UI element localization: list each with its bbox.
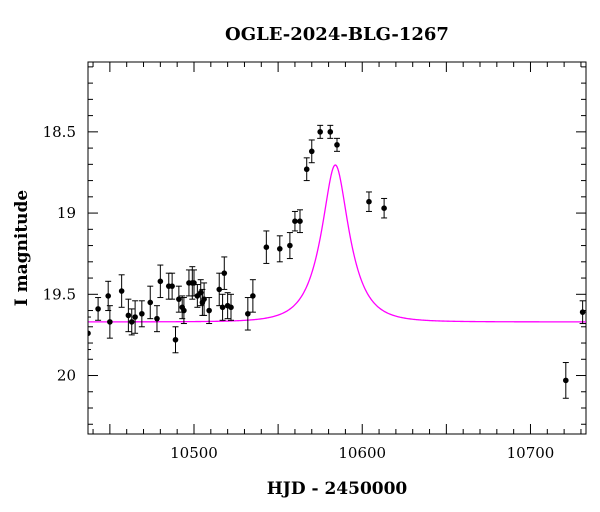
data-point (221, 256, 228, 290)
data-point (172, 326, 179, 354)
x-tick-label: 10500 (170, 444, 218, 462)
marker (303, 166, 310, 173)
data-point (95, 297, 102, 321)
data-point (579, 300, 586, 325)
data-point (327, 124, 334, 139)
marker (176, 296, 182, 302)
marker (228, 304, 234, 311)
data-point (219, 293, 226, 321)
marker (579, 309, 586, 315)
marker (95, 306, 101, 312)
y-axis-label: I magnitude (12, 190, 32, 307)
data-point (206, 297, 213, 325)
plot-area (88, 124, 586, 399)
marker (327, 129, 334, 135)
data-point (228, 293, 235, 321)
data-point (249, 279, 256, 313)
marker (88, 330, 91, 337)
marker (219, 304, 226, 311)
marker (206, 307, 212, 314)
marker (172, 336, 179, 343)
data-point (303, 157, 310, 182)
data-point (308, 139, 315, 164)
marker (216, 286, 223, 293)
data-point (296, 209, 303, 234)
marker (308, 148, 315, 155)
data-point (147, 285, 154, 320)
marker (118, 288, 125, 294)
y-tick-label: 19 (57, 204, 76, 222)
data-point (334, 137, 340, 152)
marker (297, 218, 303, 224)
marker (201, 296, 207, 302)
data-point (291, 210, 298, 232)
data-point (138, 300, 145, 328)
data-point (365, 191, 372, 212)
marker (334, 142, 340, 148)
marker (245, 310, 251, 317)
data-point (276, 235, 283, 263)
data-point (153, 305, 160, 333)
x-tick-label: 10600 (338, 444, 386, 462)
data-point (317, 124, 324, 139)
marker (563, 377, 569, 384)
marker (147, 299, 154, 306)
data-point (169, 272, 176, 300)
marker (154, 315, 160, 322)
data-point (128, 308, 135, 336)
marker (221, 270, 228, 276)
marker (125, 312, 132, 319)
plot-frame (87, 61, 587, 435)
data-point (118, 274, 125, 308)
x-axis-label: HJD - 2450000 (267, 479, 408, 499)
data-point (381, 197, 388, 219)
data-point (88, 316, 91, 351)
data-point (263, 230, 270, 264)
y-tick-label: 20 (57, 367, 76, 385)
marker (105, 293, 111, 299)
data-point (125, 298, 132, 333)
marker (157, 278, 164, 285)
marker (139, 310, 145, 317)
marker (263, 244, 270, 250)
x-tick-label: 10700 (507, 444, 555, 462)
marker (381, 205, 387, 212)
chart-title: OGLE-2024-BLG-1267 (225, 24, 449, 45)
marker (169, 283, 175, 289)
model-curve (88, 164, 586, 323)
y-tick-label: 19.5 (43, 285, 76, 303)
marker (128, 319, 135, 325)
data-point (180, 297, 187, 325)
data-point (562, 362, 569, 399)
marker (250, 293, 256, 299)
data-point (132, 300, 139, 334)
marker (366, 198, 372, 205)
marker (276, 246, 283, 252)
marker (107, 319, 113, 325)
data-point (244, 297, 251, 331)
marker (287, 242, 293, 249)
data-point (286, 232, 293, 260)
tick-labels: 10500 10600 10700 18.5 19 19.5 20 (43, 123, 555, 462)
marker (292, 218, 298, 224)
data-point (175, 285, 182, 313)
data-point (194, 284, 201, 308)
data-point (216, 272, 223, 307)
data-point (106, 305, 113, 339)
data-point (157, 264, 164, 299)
axis-ticks (88, 62, 586, 434)
marker (317, 129, 323, 135)
y-tick-label: 18.5 (43, 123, 76, 141)
data-points (88, 124, 586, 399)
marker (181, 307, 187, 314)
marker (132, 314, 138, 320)
data-point (201, 282, 208, 316)
